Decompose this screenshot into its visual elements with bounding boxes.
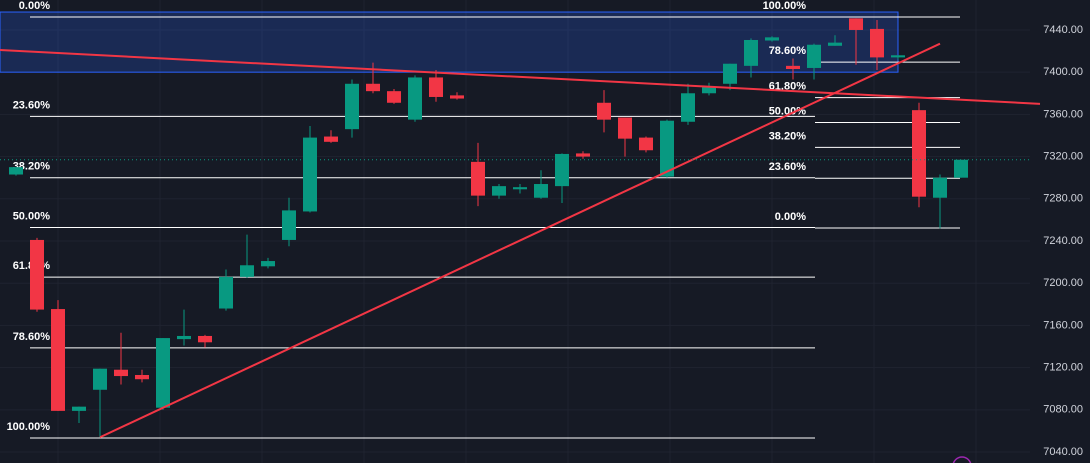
- candle-body: [72, 406, 86, 411]
- candle-body: [891, 55, 905, 58]
- y-tick-label: 7160.00: [1043, 319, 1083, 331]
- zone: [0, 11, 899, 73]
- candle-body: [114, 369, 128, 377]
- candle-body: [450, 95, 464, 99]
- candle-body: [513, 187, 527, 190]
- candle-body: [177, 335, 191, 340]
- fib-label: 78.60%: [13, 331, 51, 343]
- candle-body: [282, 210, 296, 240]
- candle-body: [345, 83, 359, 130]
- trendline: [99, 42, 941, 439]
- candle-body: [429, 77, 443, 97]
- y-tick-label: 7440.00: [1043, 24, 1083, 36]
- candle-body: [702, 86, 716, 94]
- candle-body: [786, 65, 800, 70]
- candle-body: [954, 159, 968, 178]
- candle-body: [912, 110, 926, 197]
- y-tick-label: 7400.00: [1043, 66, 1083, 78]
- candle-body: [849, 18, 863, 30]
- trendline: [0, 49, 1041, 105]
- candle-body: [9, 167, 23, 175]
- candle-body: [93, 368, 107, 390]
- candle-body: [366, 83, 380, 92]
- candle-body: [303, 137, 317, 212]
- candle-body: [639, 137, 653, 151]
- fib-label: 0.00%: [19, 0, 50, 12]
- candle-body: [240, 265, 254, 277]
- decor-icon: [952, 456, 972, 463]
- fib-label: 100.00%: [7, 421, 51, 433]
- candle-body: [219, 276, 233, 309]
- candle-body: [408, 77, 422, 120]
- candle-body: [198, 335, 212, 343]
- fib-label: 23.60%: [769, 161, 807, 173]
- fib-label: 50.00%: [769, 105, 807, 117]
- candle-body: [870, 28, 884, 58]
- candle-body: [492, 186, 506, 196]
- candle-body: [324, 136, 338, 142]
- candle-body: [471, 161, 485, 196]
- candle-body: [261, 261, 275, 267]
- y-tick-label: 7360.00: [1043, 108, 1083, 120]
- candle-body: [51, 309, 65, 411]
- y-tick-label: 7280.00: [1043, 193, 1083, 205]
- candle-body: [660, 120, 674, 177]
- fib-label: 50.00%: [13, 210, 51, 222]
- candle-body: [135, 375, 149, 380]
- candle-body: [723, 63, 737, 84]
- fib-label: 0.00%: [775, 211, 806, 223]
- y-tick-label: 7040.00: [1043, 446, 1083, 458]
- candle-body: [576, 153, 590, 157]
- candle-body: [681, 93, 695, 122]
- y-tick-label: 7240.00: [1043, 235, 1083, 247]
- y-tick-label: 7120.00: [1043, 362, 1083, 374]
- y-tick-label: 7080.00: [1043, 404, 1083, 416]
- candle-body: [597, 102, 611, 120]
- candle-body: [387, 91, 401, 103]
- fib-label: 78.60%: [769, 45, 807, 57]
- candle-body: [534, 184, 548, 198]
- candle-body: [765, 37, 779, 41]
- candle-body: [618, 117, 632, 139]
- y-tick-label: 7200.00: [1043, 277, 1083, 289]
- candle-body: [828, 42, 842, 46]
- candle-body: [555, 153, 569, 187]
- fib-label: 100.00%: [763, 0, 807, 12]
- candle-body: [807, 44, 821, 68]
- y-tick-label: 7320.00: [1043, 150, 1083, 162]
- fib-label: 23.60%: [13, 99, 51, 111]
- candle-body: [933, 177, 947, 198]
- candle-body: [744, 39, 758, 66]
- candle-body: [156, 338, 170, 408]
- fib-label: 38.20%: [769, 130, 807, 142]
- candle-body: [30, 239, 44, 310]
